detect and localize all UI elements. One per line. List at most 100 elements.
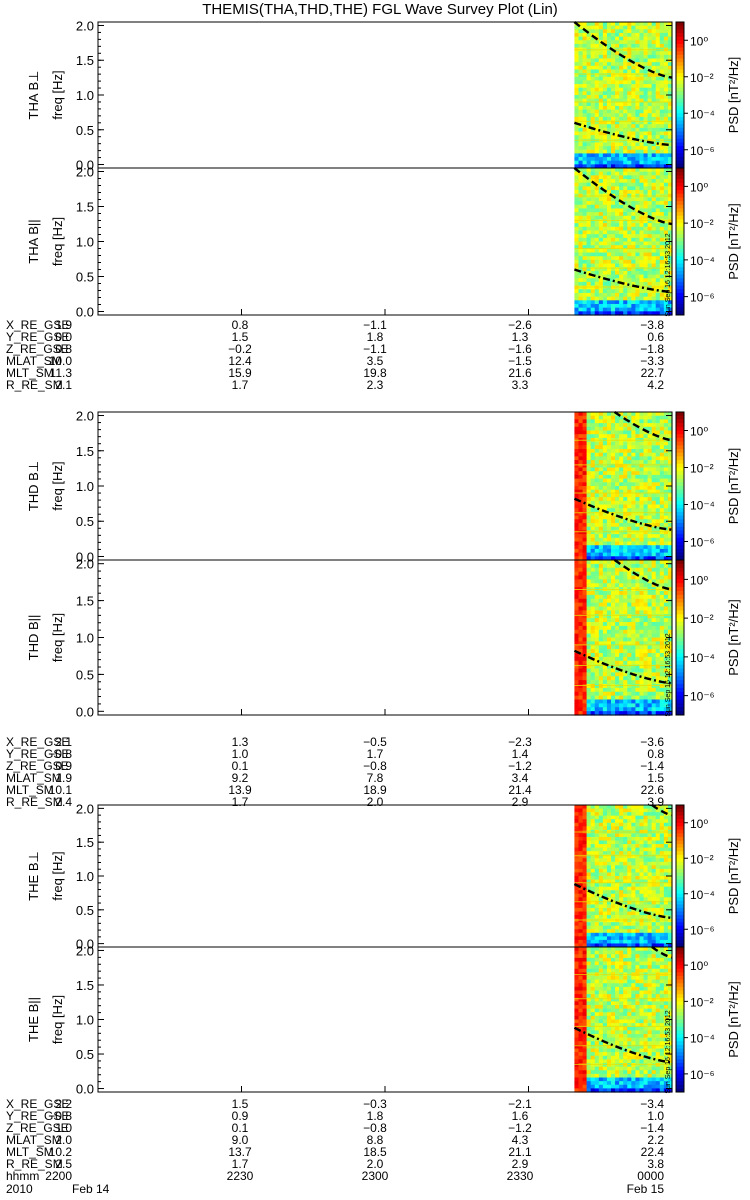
spectrogram-cell bbox=[655, 653, 661, 658]
spectrogram-cell bbox=[647, 687, 653, 693]
spectrogram-cell bbox=[586, 423, 592, 428]
spectrogram-cell bbox=[639, 311, 645, 316]
spectrogram-cell bbox=[586, 915, 592, 920]
spectrogram-cell bbox=[594, 230, 600, 235]
spectrogram-cell bbox=[611, 598, 616, 604]
spectrogram-cell bbox=[647, 614, 653, 619]
spectrogram-cell bbox=[667, 95, 673, 100]
spectrogram-cell bbox=[590, 256, 596, 261]
spectrogram-cell bbox=[635, 500, 641, 506]
spectrogram-cell bbox=[643, 164, 649, 169]
spectrogram-cell bbox=[655, 43, 661, 49]
spectrogram-cell bbox=[594, 160, 600, 165]
spectrogram-cell bbox=[659, 445, 665, 450]
spectrogram-cell bbox=[602, 289, 608, 294]
spectrogram-cell bbox=[615, 699, 620, 704]
spectrogram-cell bbox=[643, 160, 649, 165]
spectrogram-cell bbox=[667, 556, 673, 561]
spectrogram-cell bbox=[586, 274, 592, 279]
spectrogram-cell bbox=[647, 567, 653, 573]
spectrogram-cell bbox=[639, 215, 645, 221]
spectrogram-cell bbox=[602, 204, 608, 210]
spectrogram-cell bbox=[651, 430, 657, 435]
spectrogram-cell bbox=[647, 563, 653, 569]
colorbar-step bbox=[676, 441, 684, 446]
spectrogram-cell bbox=[602, 684, 608, 689]
colorbar-step bbox=[676, 656, 684, 662]
spectrogram-cell bbox=[627, 925, 632, 930]
spectrogram-cell bbox=[659, 171, 665, 176]
spectrogram-cell bbox=[578, 579, 584, 584]
spectrogram-cell bbox=[627, 307, 632, 312]
spectrogram-cell bbox=[582, 591, 588, 596]
spectrogram-cell bbox=[606, 109, 612, 114]
spectrogram-cell bbox=[635, 691, 641, 697]
timestamp-stamp: Sun Sep 16 12:16:53 2012 bbox=[665, 233, 672, 316]
spectrogram-cell bbox=[598, 876, 604, 881]
spectrogram-cell bbox=[631, 699, 637, 704]
spectrogram-cell bbox=[574, 918, 580, 923]
spectrogram-cell bbox=[659, 29, 665, 34]
spectrogram-cell bbox=[643, 51, 649, 56]
spectrogram-cell bbox=[639, 915, 645, 920]
spectrogram-cell bbox=[655, 124, 661, 129]
spectrogram-cell bbox=[643, 541, 649, 546]
spectrogram-cell bbox=[667, 65, 673, 71]
spectrogram-cell bbox=[598, 556, 604, 561]
spectrogram-cell bbox=[615, 160, 620, 165]
spectrogram-cell bbox=[659, 684, 665, 689]
spectrogram-cell bbox=[623, 840, 628, 845]
spectrogram-cell bbox=[586, 58, 592, 63]
spectrogram-cell bbox=[602, 197, 608, 202]
spectrogram-cell bbox=[631, 932, 637, 937]
spectrogram-cell bbox=[602, 812, 608, 817]
spectrogram-cell bbox=[651, 629, 657, 635]
spectrogram-cell bbox=[586, 234, 592, 239]
spectrogram-cell bbox=[594, 847, 600, 852]
spectrogram-cell bbox=[611, 478, 616, 483]
spectrogram-cell bbox=[623, 303, 628, 309]
spectrogram-cell bbox=[639, 703, 645, 708]
spectrogram-cell bbox=[655, 278, 661, 283]
spectrogram-cell bbox=[631, 883, 637, 888]
spectrogram-cell bbox=[615, 278, 620, 283]
spectrogram-cell bbox=[643, 537, 649, 543]
spectrogram-cell bbox=[582, 234, 588, 239]
spectrogram-cell bbox=[582, 434, 588, 439]
spectrogram-cell bbox=[647, 120, 653, 125]
spectrogram-cell bbox=[659, 598, 665, 604]
spectrogram-cell bbox=[594, 560, 600, 565]
colorbar-step bbox=[676, 445, 684, 450]
spectrogram-cell bbox=[586, 51, 592, 56]
spectrogram-cell bbox=[643, 560, 649, 565]
spectrogram-cell bbox=[615, 426, 620, 432]
spectrogram-cell bbox=[615, 204, 620, 210]
spectrogram-cell bbox=[619, 548, 624, 554]
spectrogram-cell bbox=[598, 645, 604, 650]
spectrogram-cell bbox=[639, 259, 645, 265]
y-tick-label: 0.5 bbox=[76, 270, 94, 285]
spectrogram-cell bbox=[586, 43, 592, 49]
spectrogram-cell bbox=[611, 653, 616, 658]
spectrogram-cell bbox=[619, 237, 624, 243]
spectrogram-cell bbox=[615, 929, 620, 934]
spectrogram-cell bbox=[623, 197, 628, 202]
spectrogram-cell bbox=[647, 497, 653, 502]
spectrogram-cell bbox=[619, 876, 624, 881]
spectrogram-cell bbox=[598, 43, 604, 49]
spectrogram-cell bbox=[619, 29, 624, 34]
spectrogram-cell bbox=[635, 32, 641, 38]
spectrogram-cell bbox=[574, 237, 580, 243]
spectrogram-cell bbox=[586, 594, 592, 600]
colorbar-label: PSD [nT²/Hz] bbox=[726, 599, 741, 676]
spectrogram-cell bbox=[627, 245, 632, 250]
spectrogram-cell bbox=[623, 844, 628, 849]
colorbar-step bbox=[676, 76, 684, 81]
spectrogram-cell bbox=[623, 656, 628, 662]
spectrogram-cell bbox=[643, 157, 649, 162]
spectrogram-cell bbox=[631, 105, 637, 111]
spectrogram-cell bbox=[590, 449, 596, 454]
spectrogram-cell bbox=[594, 80, 600, 85]
colorbar-tick-label: 10⁻⁴ bbox=[690, 107, 715, 121]
spectrogram-cell bbox=[639, 204, 645, 210]
